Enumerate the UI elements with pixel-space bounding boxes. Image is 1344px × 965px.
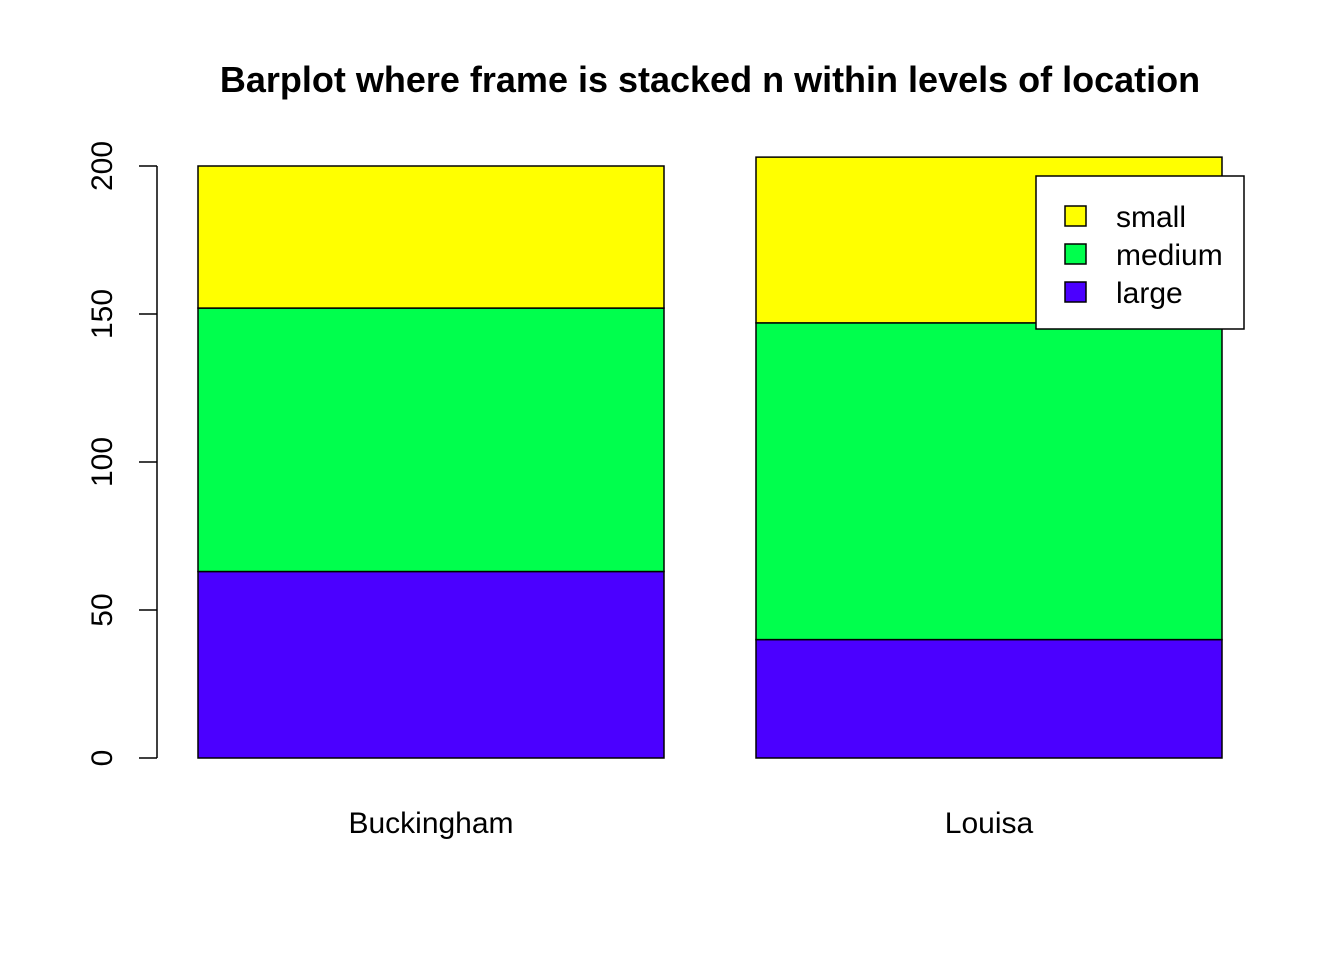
- bar-segment-medium: [755, 322, 1223, 641]
- y-tick-label: 100: [86, 437, 119, 487]
- bar-segment-medium: [197, 307, 665, 573]
- x-category-label: Louisa: [945, 807, 1034, 840]
- legend-label-large: large: [1116, 277, 1183, 310]
- y-tick-label: 50: [86, 593, 119, 626]
- legend-swatch-medium: [1064, 243, 1087, 265]
- bar-segment-large: [755, 638, 1223, 759]
- legend-label-medium: medium: [1116, 239, 1223, 272]
- legend: small medium large: [1035, 175, 1245, 330]
- y-tick-label: 0: [86, 750, 119, 767]
- y-tick-label: 150: [86, 289, 119, 339]
- legend-swatch-small: [1064, 205, 1087, 227]
- chart-title: Barplot where frame is stacked n within …: [220, 59, 1200, 100]
- legend-label-small: small: [1116, 201, 1186, 234]
- y-axis: 0 50 100 150 200: [86, 141, 158, 767]
- legend-swatch-large: [1064, 281, 1087, 303]
- x-category-label: Buckingham: [348, 807, 513, 840]
- bar-segment-small: [197, 165, 665, 309]
- y-tick-label: 200: [86, 141, 119, 191]
- category-labels: Buckingham Louisa: [348, 807, 1033, 840]
- bar-segment-large: [197, 570, 665, 759]
